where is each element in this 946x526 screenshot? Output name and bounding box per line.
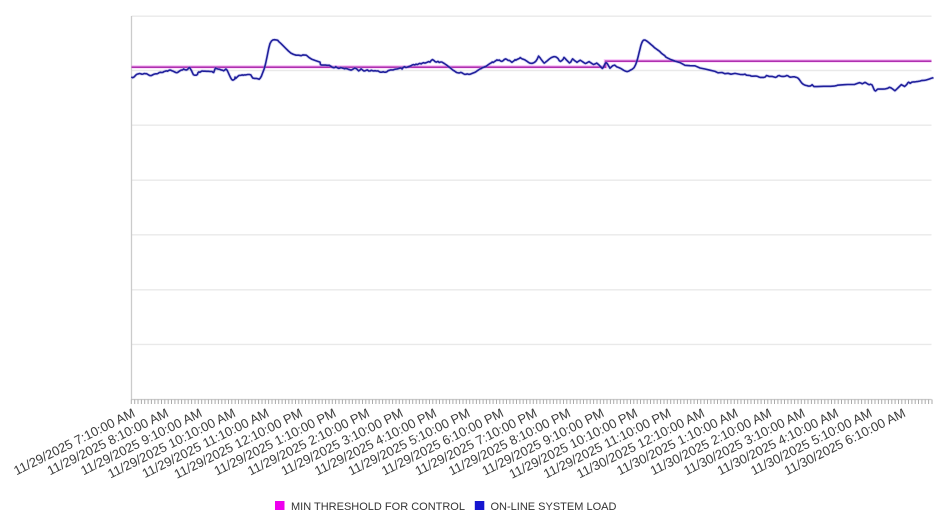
svg-text:MIN THRESHOLD FOR CONTROL: MIN THRESHOLD FOR CONTROL [291, 501, 465, 513]
svg-text:ON-LINE SYSTEM LOAD: ON-LINE SYSTEM LOAD [491, 501, 617, 513]
